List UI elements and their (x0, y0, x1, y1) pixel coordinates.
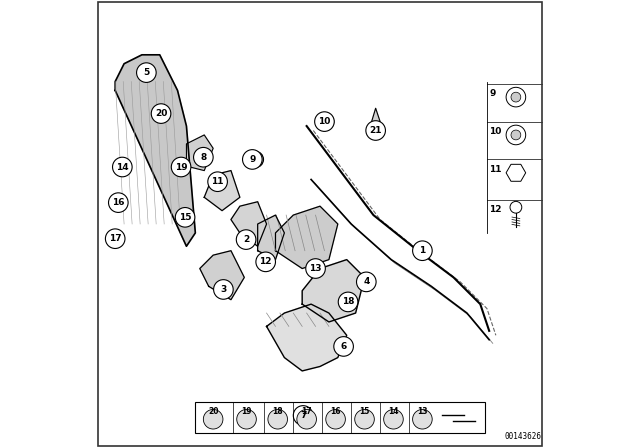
Text: 14: 14 (116, 163, 129, 172)
Text: 3: 3 (220, 285, 227, 294)
Circle shape (268, 409, 287, 429)
Text: 12: 12 (489, 205, 502, 214)
Text: 5: 5 (143, 68, 150, 77)
Circle shape (204, 409, 223, 429)
Text: 10: 10 (489, 127, 502, 136)
Circle shape (510, 202, 522, 213)
Circle shape (506, 125, 525, 145)
Circle shape (356, 272, 376, 292)
Polygon shape (506, 164, 525, 181)
Circle shape (326, 409, 346, 429)
Text: 11: 11 (211, 177, 224, 186)
Circle shape (136, 63, 156, 82)
Text: 7: 7 (300, 411, 307, 420)
Circle shape (413, 241, 432, 260)
Circle shape (256, 252, 275, 271)
Circle shape (214, 280, 233, 299)
Text: 6: 6 (340, 342, 347, 351)
Text: 1: 1 (419, 246, 426, 255)
Circle shape (172, 157, 191, 177)
Polygon shape (371, 108, 380, 126)
Text: 15: 15 (179, 213, 191, 222)
Text: 21: 21 (369, 126, 382, 135)
Circle shape (511, 130, 521, 140)
Circle shape (339, 292, 358, 312)
Text: 12: 12 (259, 257, 272, 267)
Circle shape (106, 229, 125, 249)
Circle shape (248, 151, 264, 168)
Circle shape (413, 409, 432, 429)
Circle shape (355, 409, 374, 429)
Circle shape (236, 230, 256, 250)
Text: 00143626: 00143626 (505, 432, 541, 441)
Text: 4: 4 (363, 277, 369, 286)
Circle shape (113, 157, 132, 177)
Circle shape (252, 155, 259, 164)
Text: 16: 16 (112, 198, 125, 207)
Circle shape (109, 193, 128, 212)
Circle shape (334, 336, 353, 356)
Polygon shape (200, 251, 244, 300)
Polygon shape (258, 215, 284, 260)
Text: 13: 13 (417, 406, 428, 416)
Circle shape (297, 409, 316, 429)
Text: 17: 17 (301, 406, 312, 416)
Circle shape (243, 150, 262, 169)
Text: 11: 11 (489, 165, 502, 174)
Text: 19: 19 (241, 406, 252, 416)
Polygon shape (231, 202, 267, 246)
Circle shape (511, 92, 521, 102)
Text: 18: 18 (273, 406, 283, 416)
Text: 2: 2 (243, 235, 249, 244)
Circle shape (151, 104, 171, 123)
Circle shape (237, 409, 257, 429)
Circle shape (208, 172, 227, 191)
Polygon shape (275, 206, 338, 268)
Circle shape (319, 115, 334, 129)
Circle shape (306, 259, 325, 278)
Polygon shape (267, 304, 347, 371)
Polygon shape (186, 135, 213, 171)
Circle shape (506, 87, 525, 107)
Text: 9: 9 (489, 90, 495, 99)
Polygon shape (302, 260, 365, 322)
Text: 9: 9 (249, 155, 255, 164)
Polygon shape (204, 171, 240, 211)
Circle shape (175, 207, 195, 227)
Circle shape (193, 147, 213, 167)
Polygon shape (115, 55, 195, 246)
Circle shape (293, 405, 313, 425)
Text: 17: 17 (109, 234, 122, 243)
Circle shape (366, 121, 385, 140)
Text: 14: 14 (388, 406, 399, 416)
Text: 13: 13 (309, 264, 322, 273)
Text: 16: 16 (330, 406, 341, 416)
Circle shape (383, 409, 403, 429)
Text: 18: 18 (342, 297, 355, 306)
Text: 20: 20 (155, 109, 167, 118)
Text: 15: 15 (359, 406, 370, 416)
Text: 20: 20 (208, 406, 218, 416)
Text: 8: 8 (200, 153, 207, 162)
Text: 10: 10 (318, 117, 331, 126)
Circle shape (315, 112, 334, 131)
Text: 19: 19 (175, 163, 188, 172)
FancyBboxPatch shape (195, 402, 484, 433)
